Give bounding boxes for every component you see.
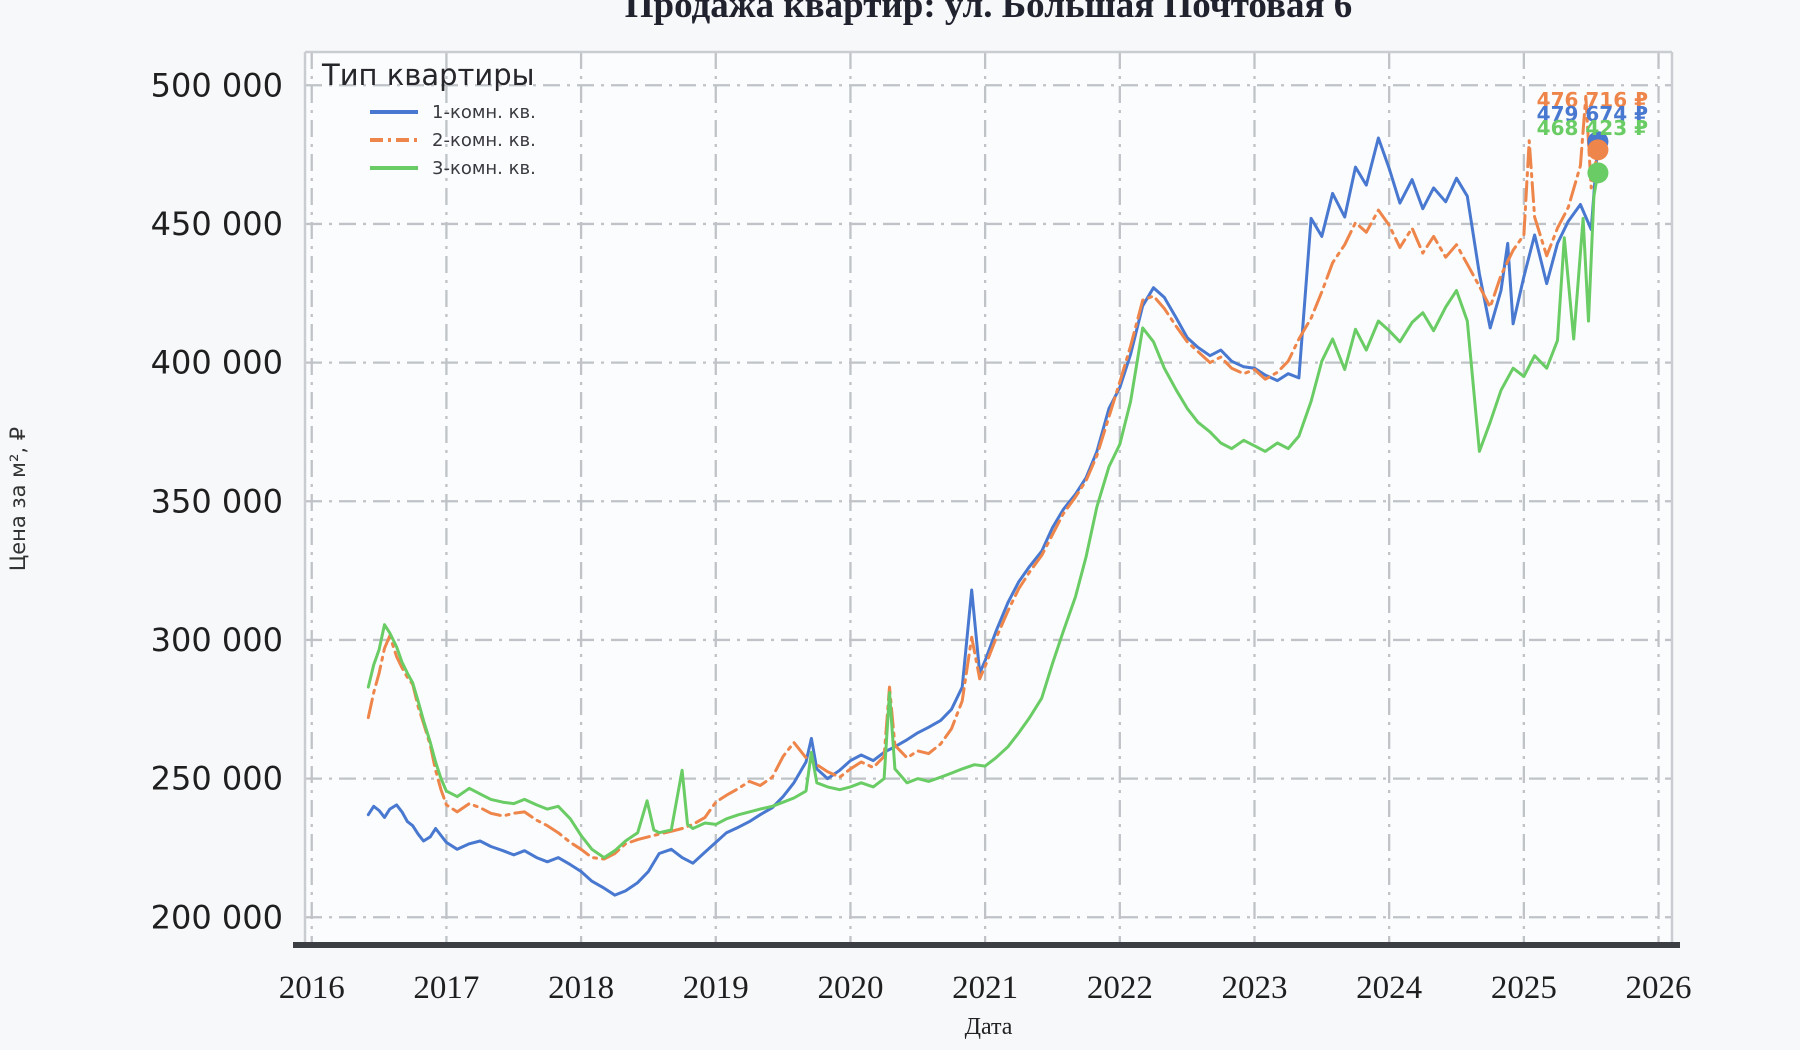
series-line-1-komn [366, 136, 1600, 897]
y-tick-label: 250 000 [151, 760, 283, 798]
legend-entry-label: 3-комн. кв. [432, 157, 536, 179]
x-tick-label: 2017 [413, 970, 479, 1006]
x-tick-label: 2026 [1626, 970, 1692, 1006]
series-line-2-komn [366, 94, 1600, 861]
y-axis-label: Цена за м², ₽ [6, 426, 30, 572]
legend: Тип квартиры 1-комн. кв. 2-комн. кв. 3-ком… [322, 58, 536, 182]
x-tick-label: 2021 [952, 970, 1018, 1006]
x-tick-label: 2016 [279, 970, 345, 1006]
end-price-annotation: 468 423 ₽ [1536, 116, 1648, 140]
y-tick-label: 400 000 [151, 344, 283, 382]
x-axis-label: Дата [964, 1014, 1013, 1040]
legend-entry: 1-комн. кв. [322, 98, 536, 126]
y-tick-label: 300 000 [151, 621, 283, 659]
plot-area [305, 52, 1672, 945]
legend-entry: 3-комн. кв. [322, 154, 536, 182]
legend-entry: 2-комн. кв. [322, 126, 536, 154]
legend-title: Тип квартиры [322, 58, 535, 92]
legend-line-swatch [370, 110, 418, 114]
y-tick-label: 450 000 [151, 205, 283, 243]
y-tick-label: 350 000 [151, 482, 283, 520]
series-line-3-komn [366, 171, 1600, 860]
end-price-annotation: 476 716 ₽ [1536, 88, 1648, 112]
legend-entry-label: 1-комн. кв. [432, 101, 536, 123]
y-tick-label: 500 000 [151, 66, 283, 104]
x-tick-label: 2020 [817, 970, 883, 1006]
x-tick-label: 2023 [1221, 970, 1287, 1006]
end-marker-3-komn [1587, 162, 1609, 184]
legend-entry-label: 2-комн. кв. [432, 129, 536, 151]
x-tick-label: 2024 [1356, 970, 1422, 1006]
legend-line-swatch [370, 166, 418, 170]
x-tick-label: 2019 [683, 970, 749, 1006]
y-tick-label: 200 000 [151, 898, 283, 936]
end-price-annotation: 479 674 ₽ [1536, 102, 1648, 126]
legend-line-swatch [370, 138, 418, 142]
x-tick-label: 2025 [1491, 970, 1557, 1006]
x-tick-label: 2022 [1087, 970, 1153, 1006]
legend-entries: 1-комн. кв. 2-комн. кв. 3-комн. кв. [322, 98, 536, 182]
chart-title: Продажа квартир: ул. Большая Почтовая 6 [624, 0, 1353, 26]
end-marker-2-komn [1587, 139, 1609, 161]
x-tick-label: 2018 [548, 970, 614, 1006]
